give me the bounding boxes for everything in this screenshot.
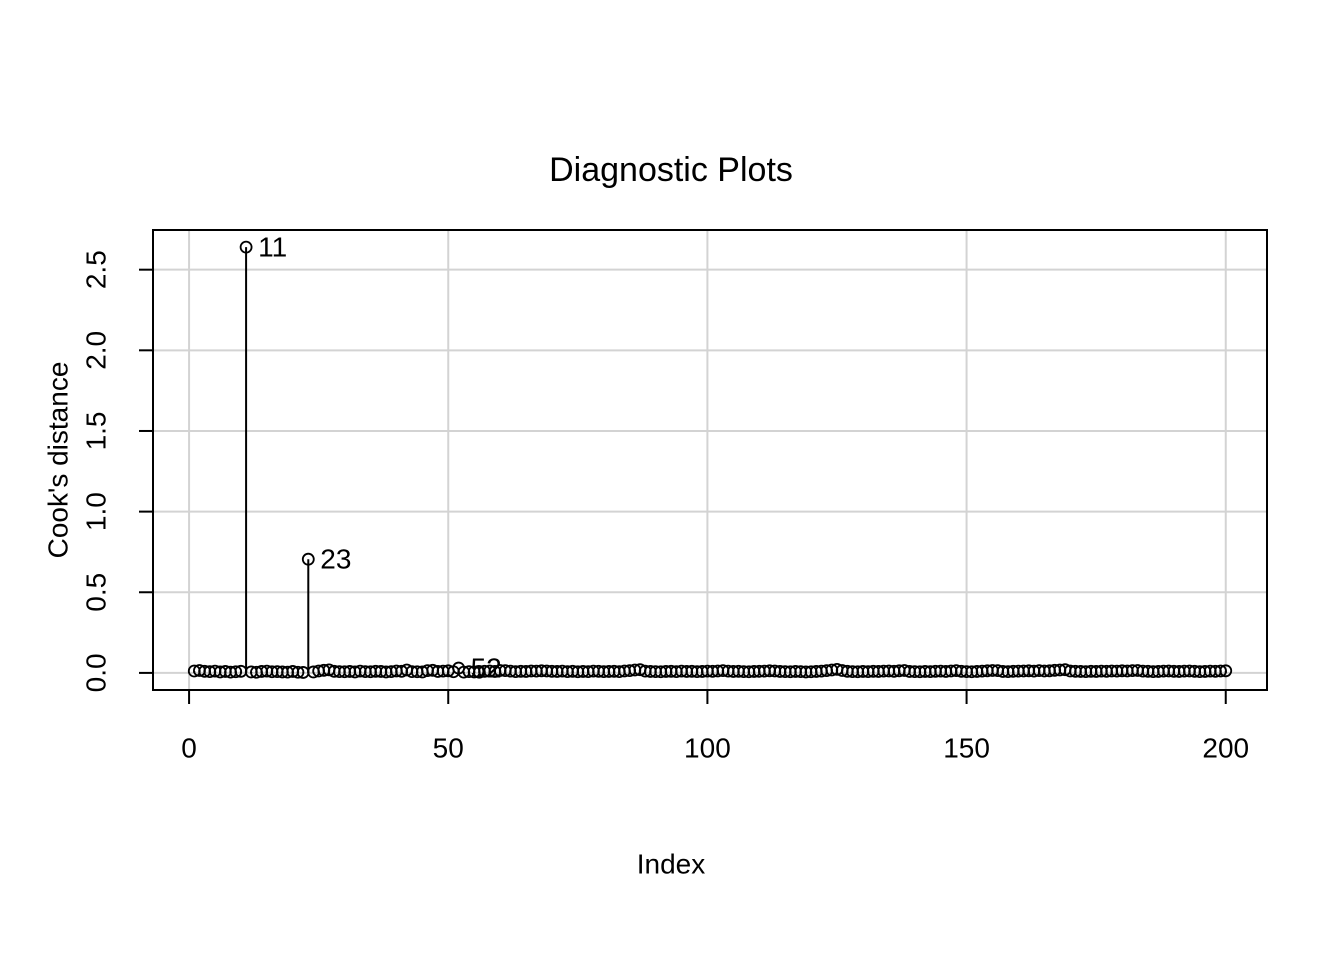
chart-title: Diagnostic Plots [549, 151, 793, 189]
y-tick-label: 1.5 [80, 411, 111, 450]
point [239, 240, 253, 254]
point [1219, 664, 1233, 678]
x-axis-label: Index [637, 848, 706, 879]
point-label: 52 [471, 652, 502, 683]
x-tick-label: 200 [1202, 732, 1249, 763]
y-tick-label: 2.0 [80, 331, 111, 370]
y-tick-label: 0.0 [80, 653, 111, 692]
plot-frame [152, 229, 1268, 691]
x-tick-label: 150 [943, 732, 990, 763]
x-tick-label: 50 [433, 732, 464, 763]
point-label: 11 [258, 231, 287, 262]
x-tick-label: 100 [684, 732, 731, 763]
point-label: 23 [320, 544, 351, 575]
point [301, 552, 315, 566]
point [291, 665, 305, 679]
y-axis-label: Cook's distance [42, 362, 73, 559]
y-tick-label: 1.0 [80, 492, 111, 531]
x-tick-label: 0 [181, 732, 197, 763]
y-tick-label: 0.5 [80, 573, 111, 612]
y-tick-label: 2.5 [80, 250, 111, 289]
